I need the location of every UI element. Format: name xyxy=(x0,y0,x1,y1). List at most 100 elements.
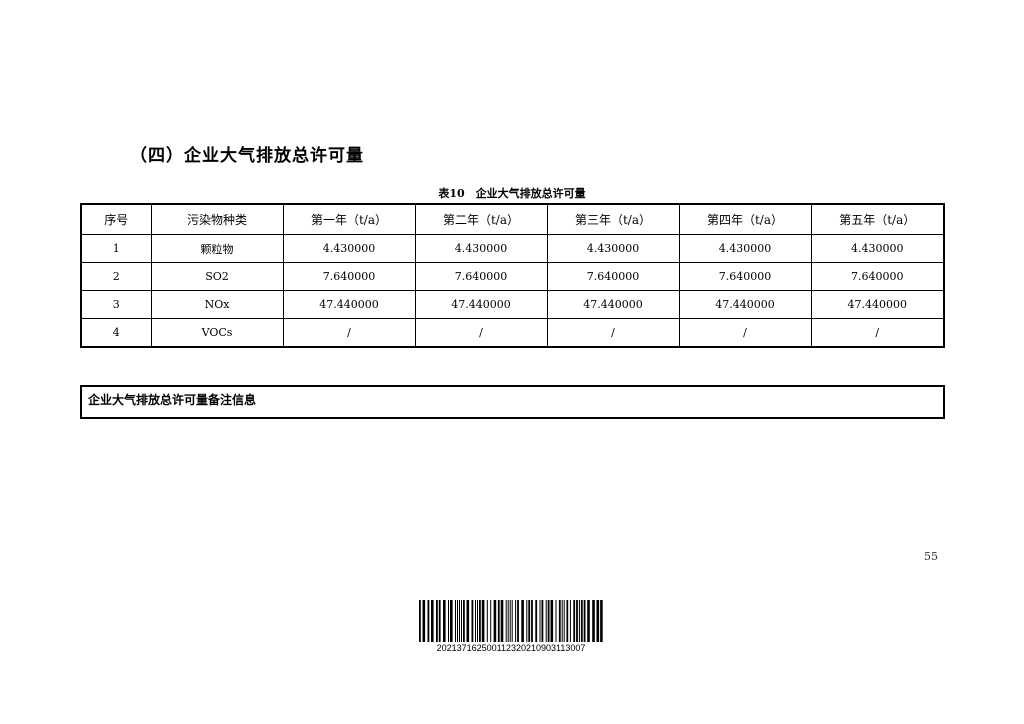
table-cell: 7.640000 xyxy=(414,262,548,291)
barcode-bar xyxy=(547,600,550,642)
barcode-bar xyxy=(461,600,462,642)
barcode-bar xyxy=(563,600,565,642)
barcode-bar xyxy=(505,600,507,642)
barcode-bar xyxy=(596,600,600,642)
table-row: 1 颗粒物 4.430000 4.430000 4.430000 4.430000 4.43… xyxy=(80,234,945,263)
table-cell: 2 xyxy=(80,262,152,291)
barcode-bar xyxy=(511,600,513,642)
barcode-bar xyxy=(521,600,524,642)
table-cell: 7.640000 xyxy=(678,262,812,291)
barcode-bar xyxy=(578,600,580,642)
table-row: 3 NOx 47.440000 47.440000 47.440000 47.440000… xyxy=(80,290,945,319)
barcode-bar xyxy=(438,600,441,642)
table-cell: 1 xyxy=(80,234,152,263)
table-cell: / xyxy=(282,318,416,348)
column-header: 序号 xyxy=(80,203,152,235)
table-cell: 47.440000 xyxy=(546,290,680,319)
barcode-bar xyxy=(592,600,595,642)
table-cell: 7.640000 xyxy=(546,262,680,291)
emission-permit-table: 序号 污染物种类 第一年（t/a） 第二年（t/a） 第三年（t/a） 第四年（t/a）第… xyxy=(80,203,945,348)
page-number: 55 xyxy=(924,550,938,563)
barcode-bar xyxy=(457,600,458,642)
barcode-bar xyxy=(569,600,571,642)
column-header: 第二年（t/a） xyxy=(414,203,548,235)
barcode-bar xyxy=(422,600,426,642)
table-cell: / xyxy=(678,318,812,348)
barcode-bar xyxy=(517,600,519,642)
barcode-number: 202137162500112320210903113007 xyxy=(436,643,586,653)
column-header: 第五年（t/a） xyxy=(810,203,945,235)
barcode-bar xyxy=(515,600,517,642)
barcode-bar xyxy=(477,600,478,642)
table-header-row: 序号 污染物种类 第一年（t/a） 第二年（t/a） 第三年（t/a） 第四年（t/a）第… xyxy=(80,203,945,235)
barcode-bar xyxy=(558,600,561,642)
barcode-bar xyxy=(576,600,578,642)
table-row: 2 SO2 7.640000 7.640000 7.640000 7.640000 7.64… xyxy=(80,262,945,291)
barcode-image xyxy=(419,600,603,642)
barcode-bar xyxy=(541,600,544,642)
barcode-bar xyxy=(507,600,509,642)
barcode-bar xyxy=(550,600,554,642)
barcode-bar xyxy=(459,600,460,642)
column-header: 第三年（t/a） xyxy=(546,203,680,235)
barcode-bar xyxy=(587,600,590,642)
table-cell: 4.430000 xyxy=(282,234,416,263)
barcode-bar xyxy=(580,600,583,642)
table-caption: 表10 企业大气排放总许可量 xyxy=(438,187,586,200)
barcode-bar xyxy=(481,600,485,642)
barcode-bar xyxy=(555,600,557,642)
column-header: 第四年（t/a） xyxy=(678,203,812,235)
barcode-bar xyxy=(419,600,421,642)
barcode-bar xyxy=(463,600,465,642)
section-heading: （四）企业大气排放总许可量 xyxy=(130,146,364,166)
table-cell: / xyxy=(414,318,548,348)
table-cell: 47.440000 xyxy=(414,290,548,319)
table-cell: / xyxy=(546,318,680,348)
table-cell: 4.430000 xyxy=(414,234,548,263)
barcode-bar xyxy=(475,600,476,642)
table-row: 4 VOCs / / / / / xyxy=(80,318,945,348)
barcode-bar xyxy=(583,600,586,642)
barcode-bar xyxy=(545,600,547,642)
barcode-bar xyxy=(486,600,488,642)
barcode-bar xyxy=(450,600,453,642)
barcode-bar xyxy=(531,600,533,642)
table-cell: 4 xyxy=(80,318,152,348)
barcode-bar xyxy=(526,600,528,642)
barcode-bar xyxy=(431,600,434,642)
barcode-bar xyxy=(436,600,438,642)
table-cell: NOx xyxy=(150,290,284,319)
barcode-bar xyxy=(493,600,497,642)
table-cell: 7.640000 xyxy=(282,262,416,291)
table-cell: 颗粒物 xyxy=(150,234,284,263)
barcode-bar xyxy=(528,600,531,642)
table-cell: 4.430000 xyxy=(810,234,945,263)
barcode-bar xyxy=(455,600,456,642)
barcode-bar xyxy=(509,600,511,642)
barcode-bar xyxy=(479,600,481,642)
remarks-label: 企业大气排放总许可量备注信息 xyxy=(88,393,257,407)
barcode-bar xyxy=(427,600,430,642)
table-cell: 47.440000 xyxy=(282,290,416,319)
barcode-bar xyxy=(466,600,470,642)
table-cell: SO2 xyxy=(150,262,284,291)
barcode-bar xyxy=(573,600,576,642)
table-cell: 4.430000 xyxy=(678,234,812,263)
barcode-bar xyxy=(490,600,492,642)
barcode-bar xyxy=(497,600,500,642)
column-header: 污染物种类 xyxy=(150,203,284,235)
table-cell: 3 xyxy=(80,290,152,319)
barcode-bar xyxy=(471,600,474,642)
barcode-bar xyxy=(566,600,569,642)
barcode-bar xyxy=(539,600,541,642)
column-header: 第一年（t/a） xyxy=(282,203,416,235)
barcode-bar xyxy=(448,600,449,642)
remarks-box: 企业大气排放总许可量备注信息 xyxy=(80,385,945,419)
table-cell: 4.430000 xyxy=(546,234,680,263)
barcode-bar xyxy=(535,600,538,642)
barcode-bar xyxy=(443,600,446,642)
barcode-bar xyxy=(500,600,504,642)
table-cell: 47.440000 xyxy=(678,290,812,319)
table-cell: VOCs xyxy=(150,318,284,348)
